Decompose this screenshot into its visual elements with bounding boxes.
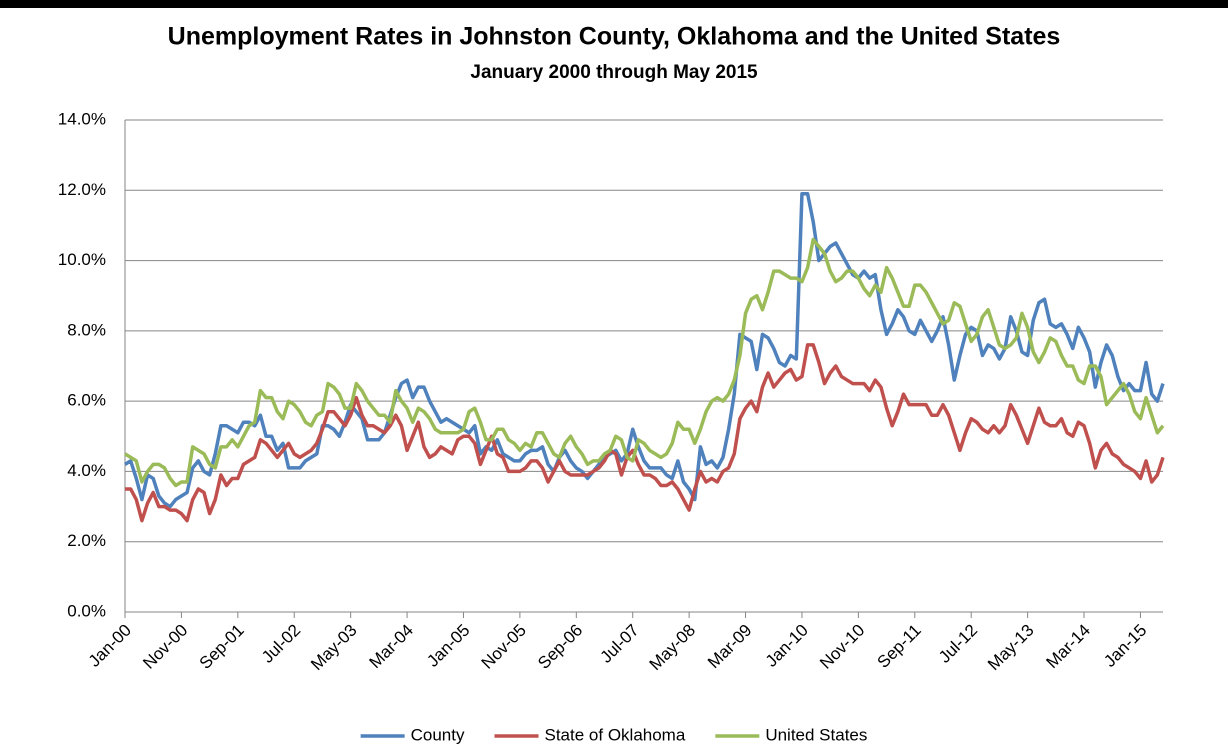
x-tick-label: Mar-09 bbox=[704, 621, 756, 673]
series-line bbox=[125, 343, 1165, 523]
x-tick-label: Nov-10 bbox=[816, 621, 868, 673]
x-tick-label: Sep-06 bbox=[534, 621, 586, 673]
legend-label: United States bbox=[765, 725, 867, 744]
x-tick-label: May-13 bbox=[984, 621, 1038, 675]
x-tick-label: Jul-12 bbox=[935, 621, 981, 667]
x-tick-label: Jul-07 bbox=[597, 621, 643, 667]
x-tick-label: Jan-00 bbox=[85, 621, 135, 671]
y-tick-label: 10.0% bbox=[58, 250, 106, 269]
series-line bbox=[124, 237, 1165, 488]
y-tick-label: 6.0% bbox=[67, 391, 106, 410]
x-tick-label: May-03 bbox=[307, 621, 361, 675]
top-bar bbox=[0, 0, 1228, 8]
x-tick-label: Jan-10 bbox=[762, 621, 812, 671]
x-tick-label: Jan-15 bbox=[1100, 621, 1150, 671]
legend-label: State of Oklahoma bbox=[545, 725, 686, 744]
x-tick-label: Nov-00 bbox=[139, 621, 191, 673]
x-tick-label: Mar-14 bbox=[1043, 621, 1095, 673]
x-tick-label: Sep-11 bbox=[873, 621, 924, 672]
x-tick-label: Jan-05 bbox=[423, 621, 473, 671]
x-tick-label: Nov-05 bbox=[478, 621, 530, 673]
y-tick-label: 8.0% bbox=[67, 320, 106, 339]
y-tick-label: 2.0% bbox=[67, 531, 106, 550]
y-tick-label: 12.0% bbox=[58, 180, 106, 199]
y-tick-label: 4.0% bbox=[67, 461, 106, 480]
x-tick-label: May-08 bbox=[646, 621, 700, 675]
chart-title: Unemployment Rates in Johnston County, O… bbox=[168, 23, 1061, 51]
y-tick-label: 0.0% bbox=[67, 601, 106, 620]
chart-subtitle: January 2000 through May 2015 bbox=[470, 62, 758, 83]
x-tick-label: Mar-04 bbox=[366, 621, 418, 673]
x-tick-label: Jul-02 bbox=[258, 621, 304, 667]
legend-label: County bbox=[411, 725, 465, 744]
y-tick-label: 14.0% bbox=[58, 109, 106, 128]
series-line bbox=[124, 192, 1165, 509]
x-tick-label: Sep-01 bbox=[196, 621, 248, 673]
